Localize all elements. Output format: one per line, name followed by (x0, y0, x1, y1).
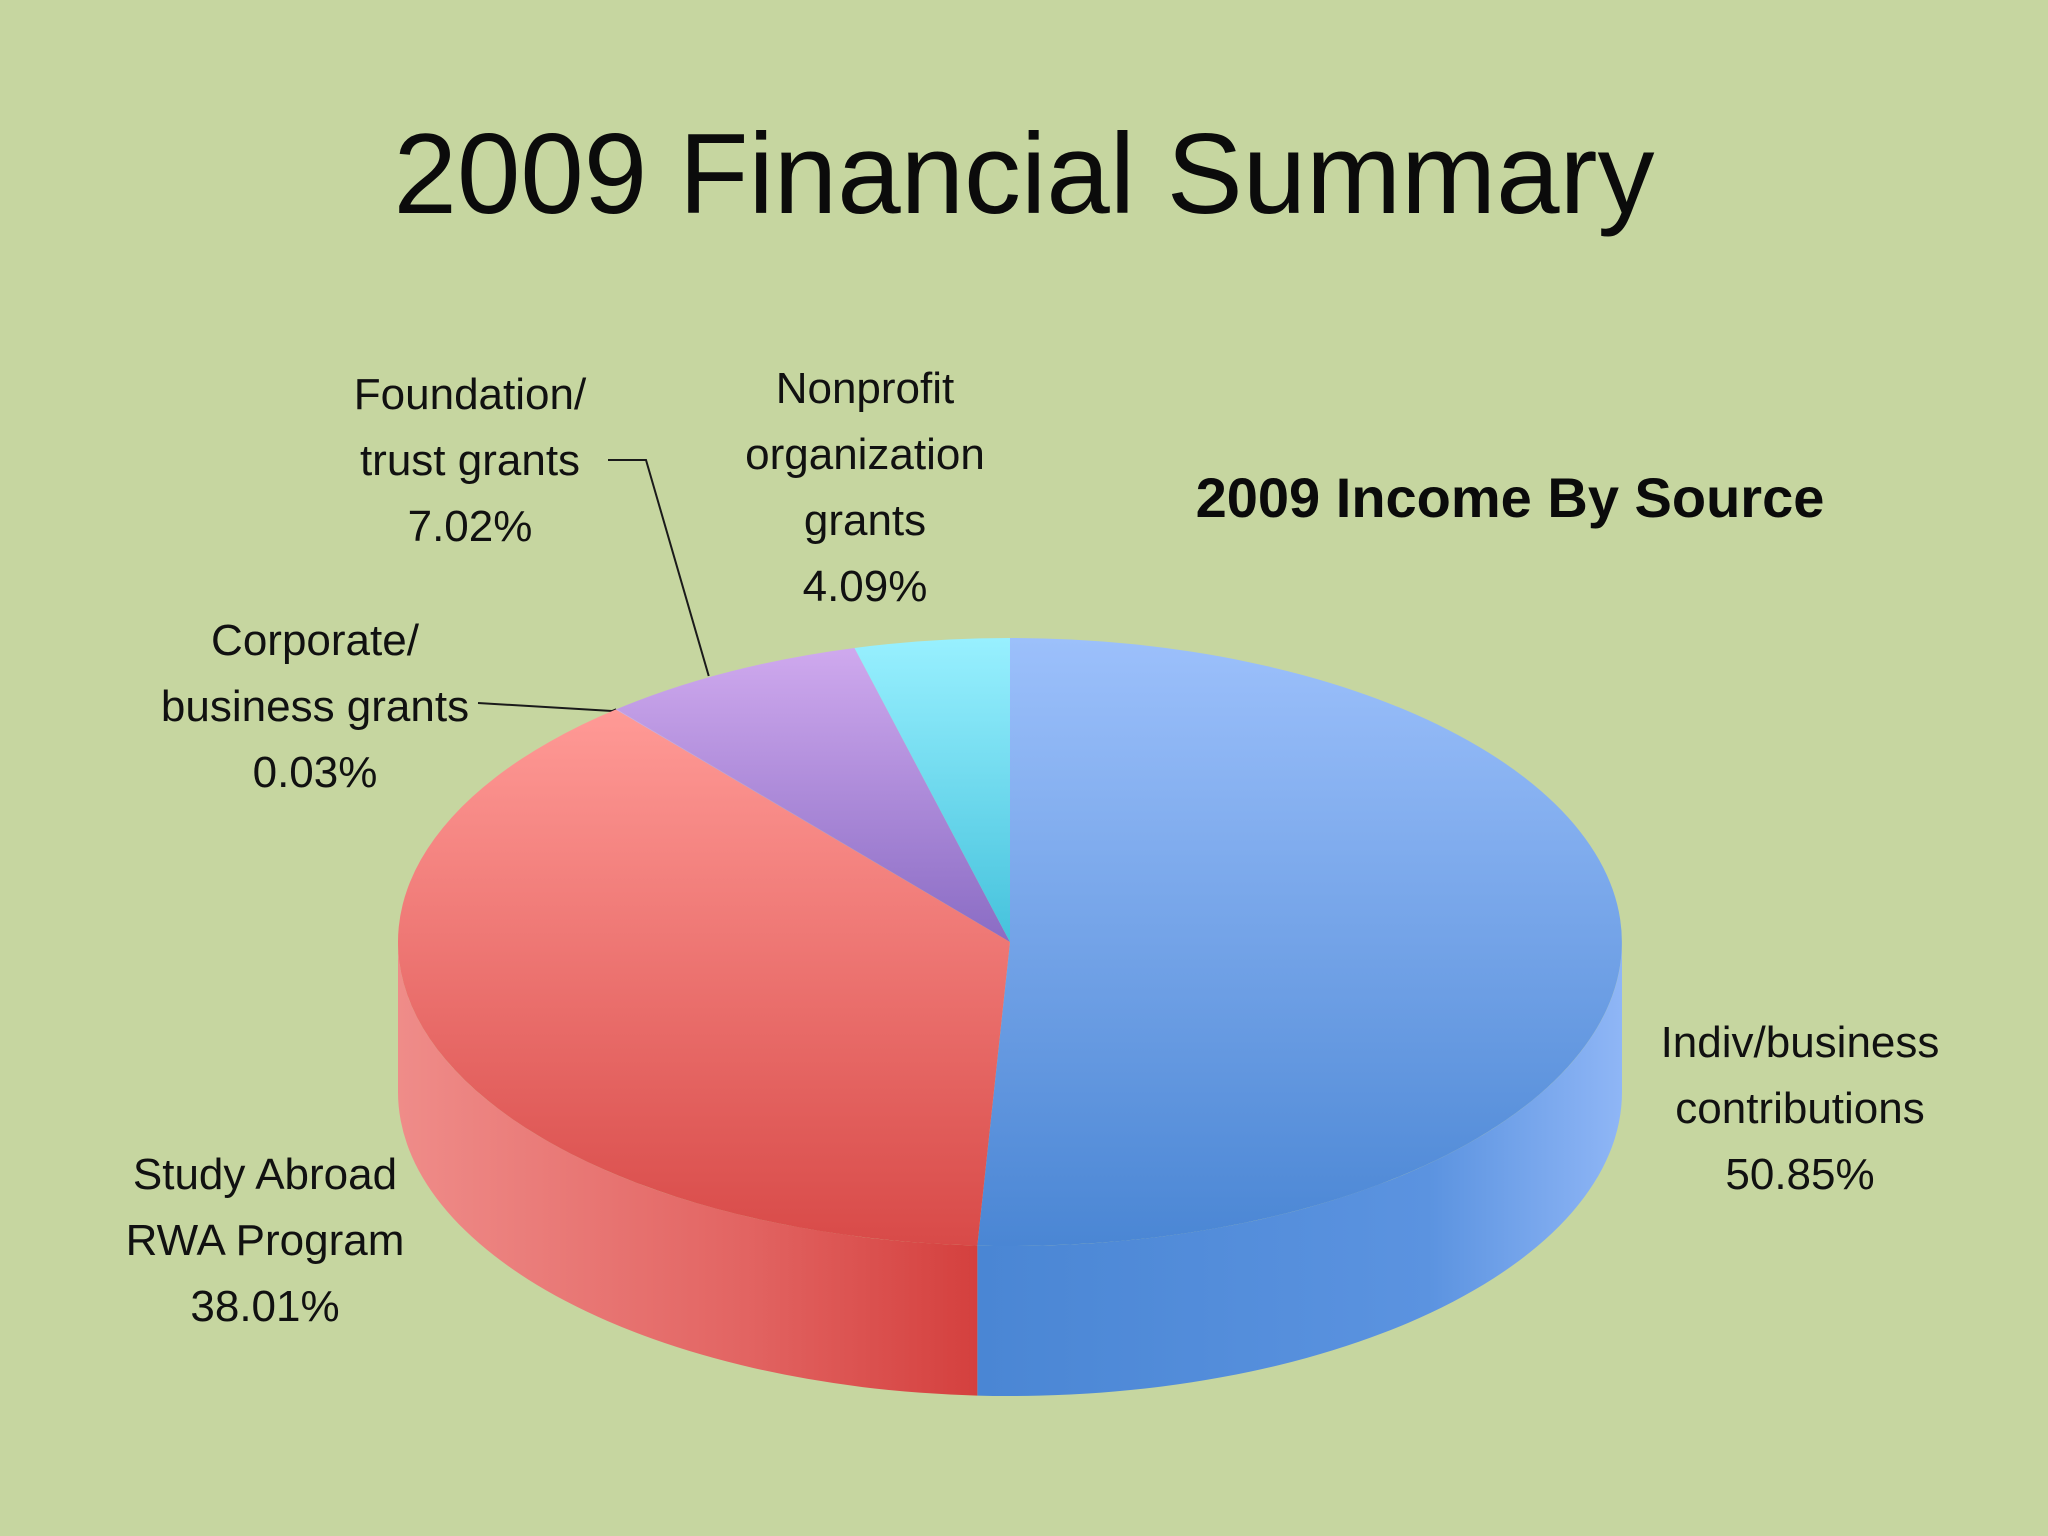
pie-slice-indiv-business (977, 638, 1622, 1246)
label-percent: 4.09% (802, 562, 928, 611)
slide-title: 2009 Financial Summary (393, 111, 1655, 238)
label-line: Study Abroad (132, 1150, 398, 1199)
label-study-abroad: Study Abroad RWA Program 38.01% (100, 1142, 430, 1340)
label-line: Nonprofit (775, 364, 955, 413)
pie-side-study-abroad (398, 942, 978, 1396)
label-line: trust grants (359, 436, 581, 485)
pie-slice-nonprofit (854, 638, 1010, 942)
pie-tops (397, 638, 1622, 1246)
label-indiv-business: Indiv/business contributions 50.85% (1630, 1010, 1970, 1208)
label-line: Indiv/business (1660, 1018, 1940, 1067)
leader-line-corporate (477, 702, 617, 713)
label-line: grants (803, 496, 927, 545)
leader-lines (477, 459, 710, 713)
pie-slice-study-abroad (397, 709, 1011, 1246)
label-percent: 38.01% (190, 1282, 340, 1331)
pie-slice-foundation (616, 647, 1010, 942)
label-foundation: Foundation/ trust grants 7.02% (320, 362, 620, 560)
label-percent: 7.02% (407, 502, 533, 551)
label-corporate: Corporate/ business grants 0.03% (145, 608, 485, 806)
label-line: RWA Program (125, 1216, 405, 1265)
label-percent: 0.03% (252, 748, 378, 797)
label-nonprofit: Nonprofit organization grants 4.09% (710, 356, 1020, 620)
pie-sides (398, 942, 1622, 1397)
label-line: business grants (160, 682, 470, 731)
leader-line-foundation (608, 459, 710, 677)
label-line: Corporate/ (211, 616, 419, 665)
label-line: organization (745, 430, 985, 479)
label-percent: 50.85% (1725, 1150, 1875, 1199)
label-line: Foundation/ (353, 370, 587, 419)
label-line: contributions (1675, 1084, 1925, 1133)
chart-title: 2009 Income By Source (1195, 466, 1825, 529)
pie-side-indiv-business (977, 942, 1622, 1397)
pie-slice-corporate (615, 709, 1010, 942)
